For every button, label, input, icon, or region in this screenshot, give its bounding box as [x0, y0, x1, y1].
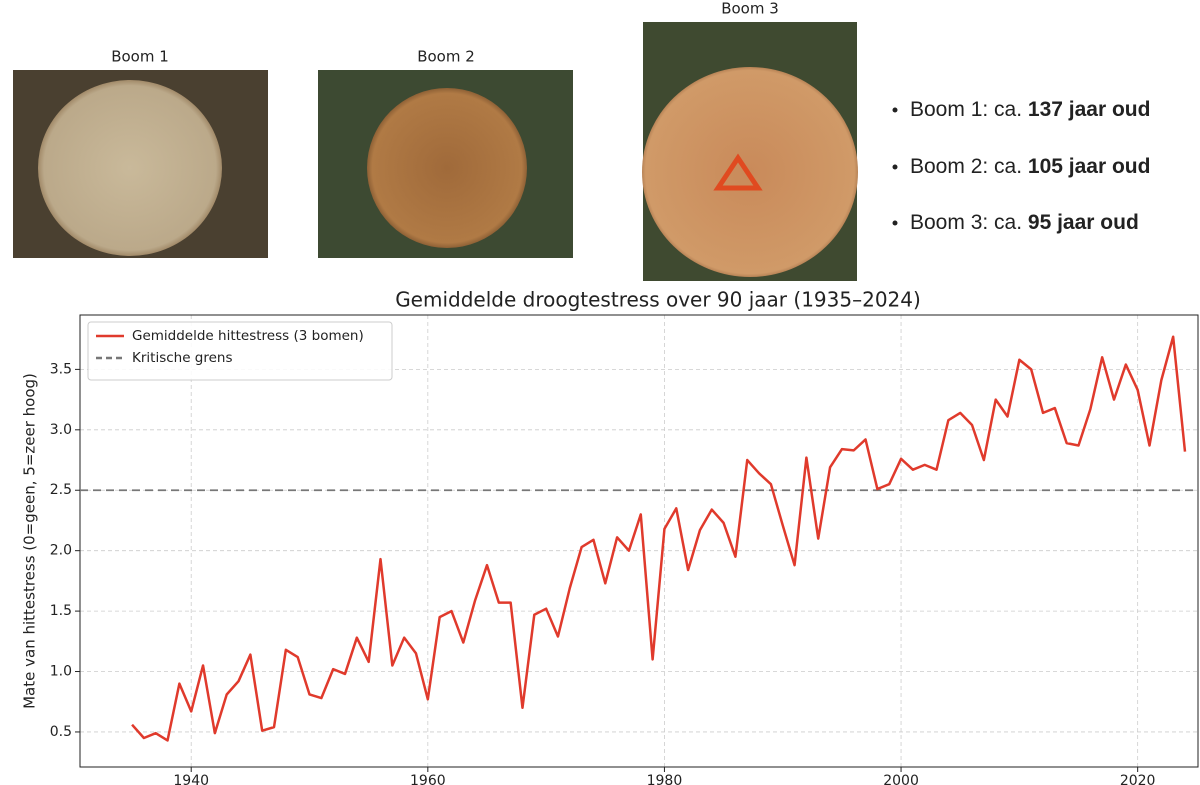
y-tick-label: 2.5 — [50, 482, 72, 498]
legend-label: Gemiddelde hittestress (3 bomen) — [132, 328, 364, 344]
bullet: Boom 1: ca. 137 jaar oud — [910, 98, 1150, 121]
y-tick-label: 3.0 — [50, 422, 72, 438]
y-tick-label: 2.0 — [50, 543, 72, 559]
photo-3 — [642, 22, 858, 281]
x-tick-label: 2020 — [1120, 773, 1156, 785]
bullet-bold: 95 jaar oud — [1028, 211, 1139, 234]
y-tick-label: 3.5 — [50, 361, 72, 377]
bullet-dot — [892, 164, 898, 170]
x-tick-label: 1960 — [410, 773, 446, 785]
x-tick-label: 2000 — [883, 773, 919, 785]
photo-1 — [13, 70, 268, 258]
y-tick-label: 1.0 — [50, 664, 72, 680]
bullet-text: Boom 3: ca. — [910, 211, 1028, 234]
photo-caption: Boom 1 — [111, 48, 169, 66]
bullet-bold: 105 jaar oud — [1028, 155, 1151, 178]
photo-caption: Boom 2 — [417, 48, 475, 66]
bullet-bold: 137 jaar oud — [1028, 98, 1151, 121]
legend-box — [87, 321, 393, 381]
bullet-text: Boom 2: ca. — [910, 155, 1028, 178]
y-tick-label: 0.5 — [50, 724, 72, 740]
chart-title: Gemiddelde droogtestress over 90 jaar (1… — [395, 288, 921, 312]
bullet-dot — [892, 107, 898, 113]
x-tick-label: 1940 — [173, 773, 209, 785]
bullet-text: Boom 1: ca. — [910, 98, 1028, 121]
legend-label: Kritische grens — [132, 350, 233, 366]
y-tick-label: 1.5 — [50, 603, 72, 619]
bullet-dot — [892, 220, 898, 226]
y-axis-label: Mate van hittestress (0=geen, 5=zeer hoo… — [21, 373, 39, 709]
photo-2 — [318, 70, 573, 258]
bullet: Boom 2: ca. 105 jaar oud — [910, 155, 1150, 178]
x-tick-label: 1980 — [647, 773, 683, 785]
plot-frame — [79, 314, 1199, 768]
data-line — [131, 335, 1187, 742]
photo-caption: Boom 3 — [721, 0, 779, 18]
bullet: Boom 3: ca. 95 jaar oud — [910, 211, 1139, 234]
